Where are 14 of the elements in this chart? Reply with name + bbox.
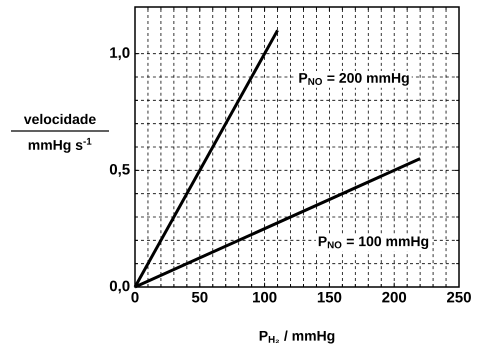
x-tick-label: 250 — [447, 292, 471, 302]
x-axis-title: P$_{H₂}$ / mmHg — [260, 330, 334, 344]
y-tick-label: 0,5 — [110, 164, 130, 177]
text: mmHg s$^{-1}$ — [28, 138, 92, 153]
x-tick-label: 100 — [253, 292, 276, 302]
y-tick-label: 0,0 — [110, 280, 130, 294]
x-tick-label: 150 — [318, 292, 342, 302]
legend-label: P$_{NO}$ = 100 mmHg — [318, 236, 428, 250]
text: P$_{NO}$ = 200 mmHg — [299, 72, 409, 86]
text: velocidade — [24, 114, 96, 124]
y-tick-label: 1,0 — [110, 47, 130, 60]
x-tick-label: 50 — [192, 292, 208, 302]
x-tick-label: 0 — [131, 292, 139, 302]
x-tick-label: 200 — [382, 292, 406, 302]
